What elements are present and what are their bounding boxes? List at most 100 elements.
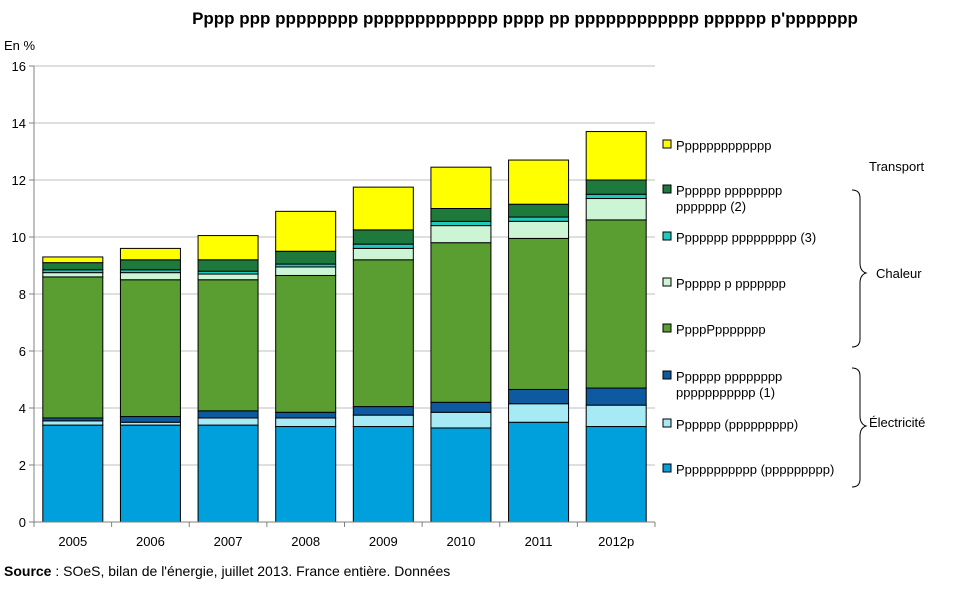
- bar-segment: [430, 401, 492, 413]
- bar-segment: [430, 208, 492, 222]
- bar-segment: [352, 247, 414, 261]
- bar-segment: [430, 220, 492, 227]
- y-axis-label: En %: [4, 38, 36, 53]
- bar-segment: [197, 259, 259, 272]
- legend-swatch: [662, 277, 672, 287]
- y-tick-label: 14: [12, 116, 26, 131]
- y-tick-label: 12: [12, 173, 26, 188]
- y-tick-label: 4: [19, 401, 26, 416]
- bar-segment: [585, 198, 647, 221]
- x-tick-label: 2009: [369, 534, 398, 549]
- legend-swatch: [662, 323, 672, 333]
- source-label: Source: [4, 563, 52, 579]
- bar-segment: [197, 424, 259, 523]
- legend: Ppppppppppppp Pppppp pppppppp ppppppp (2) P…: [662, 138, 834, 477]
- bar-segment: [42, 276, 104, 419]
- y-tick-label: 6: [19, 344, 26, 359]
- bar-segment: [585, 179, 647, 195]
- bar-segment: [585, 426, 647, 523]
- bar-segment: [42, 420, 104, 426]
- y-axis-ticks: 0 2 4 6 8 10 12 14 16: [12, 59, 34, 530]
- bar-segment: [352, 186, 414, 231]
- bar-segment: [352, 426, 414, 523]
- group-label-transport: Transport: [869, 159, 925, 174]
- legend-entry: Pppppp pppppppp ppppppp (2): [676, 183, 782, 214]
- x-tick-label: 2006: [136, 534, 165, 549]
- legend-groups: Transport Chaleur Électricité: [851, 159, 925, 488]
- bar-segment: [508, 220, 570, 239]
- bar-segment: [275, 274, 337, 413]
- bar-segment: [119, 279, 181, 418]
- legend-entry: Pppppp p ppppppp: [676, 276, 786, 291]
- bar-segment: [275, 266, 337, 276]
- legend-entry: Ppppppp ppppppppp (3): [676, 230, 816, 245]
- brace-electricite: [851, 367, 868, 488]
- bar-segment: [275, 411, 337, 419]
- bar-segment: [585, 387, 647, 406]
- bar-segment: [508, 388, 570, 405]
- bar-segment: [42, 256, 104, 264]
- bar-segment: [197, 417, 259, 426]
- bar-segment: [119, 272, 181, 281]
- bar-segment: [275, 417, 337, 428]
- bar-segment: [430, 411, 492, 429]
- y-tick-label: 8: [19, 287, 26, 302]
- bar-segment: [585, 219, 647, 389]
- brace-chaleur: [851, 189, 868, 348]
- bar-segment: [119, 247, 181, 261]
- bar-segment: [430, 427, 492, 523]
- bar-segment: [508, 203, 570, 218]
- x-axis-ticks: 2005 2006 2007 2008 2009 2010 2011 2012p: [33, 522, 656, 549]
- bar-segment: [42, 424, 104, 523]
- source-note: Source : SOeS, bilan de l'énergie, juill…: [4, 563, 450, 579]
- bar-segment: [275, 210, 337, 252]
- x-tick-label: 2010: [446, 534, 475, 549]
- legend-entry: Ppppppppppp (ppppppppp): [676, 462, 834, 477]
- bar-segment: [275, 426, 337, 523]
- legend-entry: Ppppppppppppp: [676, 138, 771, 153]
- bar-segment: [197, 235, 259, 261]
- x-tick-label: 2012p: [598, 534, 634, 549]
- bar-segment: [508, 216, 570, 222]
- bar-segment: [430, 166, 492, 210]
- group-label-electricite: Électricité: [869, 415, 925, 430]
- legend-entry: Pppppp (ppppppppp): [676, 417, 798, 432]
- legend-swatch: [662, 418, 672, 428]
- bar-segment: [508, 237, 570, 390]
- x-tick-label: 2005: [58, 534, 87, 549]
- legend-swatch: [662, 184, 672, 194]
- legend-entry: Pppppp pppppppp ppppppppppp (1): [676, 369, 782, 400]
- chart-title: Pppp ppp pppppppp ppppppppppppp pppp pp …: [192, 9, 858, 28]
- bar-segment: [42, 262, 104, 271]
- legend-swatch: [662, 231, 672, 241]
- bar-segment: [430, 225, 492, 244]
- bar-segment: [197, 279, 259, 412]
- legend-entry: PpppPppppppp: [676, 322, 766, 337]
- bar-segment: [197, 410, 259, 419]
- bar-segment: [197, 273, 259, 281]
- bar-segment: [430, 242, 492, 403]
- y-tick-label: 10: [12, 230, 26, 245]
- legend-swatch: [662, 463, 672, 473]
- legend-swatch: [662, 139, 672, 149]
- bar-segment: [585, 193, 647, 200]
- x-tick-label: 2007: [214, 534, 243, 549]
- y-tick-label: 0: [19, 515, 26, 530]
- source-text: : SOeS, bilan de l'énergie, juillet 2013…: [51, 563, 450, 579]
- group-label-chaleur: Chaleur: [876, 266, 922, 281]
- bar-segment: [585, 131, 647, 181]
- x-tick-label: 2011: [525, 534, 553, 549]
- bar-segment: [352, 406, 414, 416]
- bar-segment: [119, 424, 181, 523]
- bar-segment: [508, 159, 570, 205]
- bar-segment: [352, 229, 414, 245]
- y-tick-label: 2: [19, 458, 26, 473]
- bar-segment: [508, 403, 570, 423]
- bar-segment: [119, 259, 181, 271]
- y-tick-label: 16: [12, 59, 26, 74]
- bar-segment: [42, 272, 104, 278]
- legend-swatch: [662, 370, 672, 380]
- bar-segment: [119, 416, 181, 423]
- bar-segment: [352, 414, 414, 428]
